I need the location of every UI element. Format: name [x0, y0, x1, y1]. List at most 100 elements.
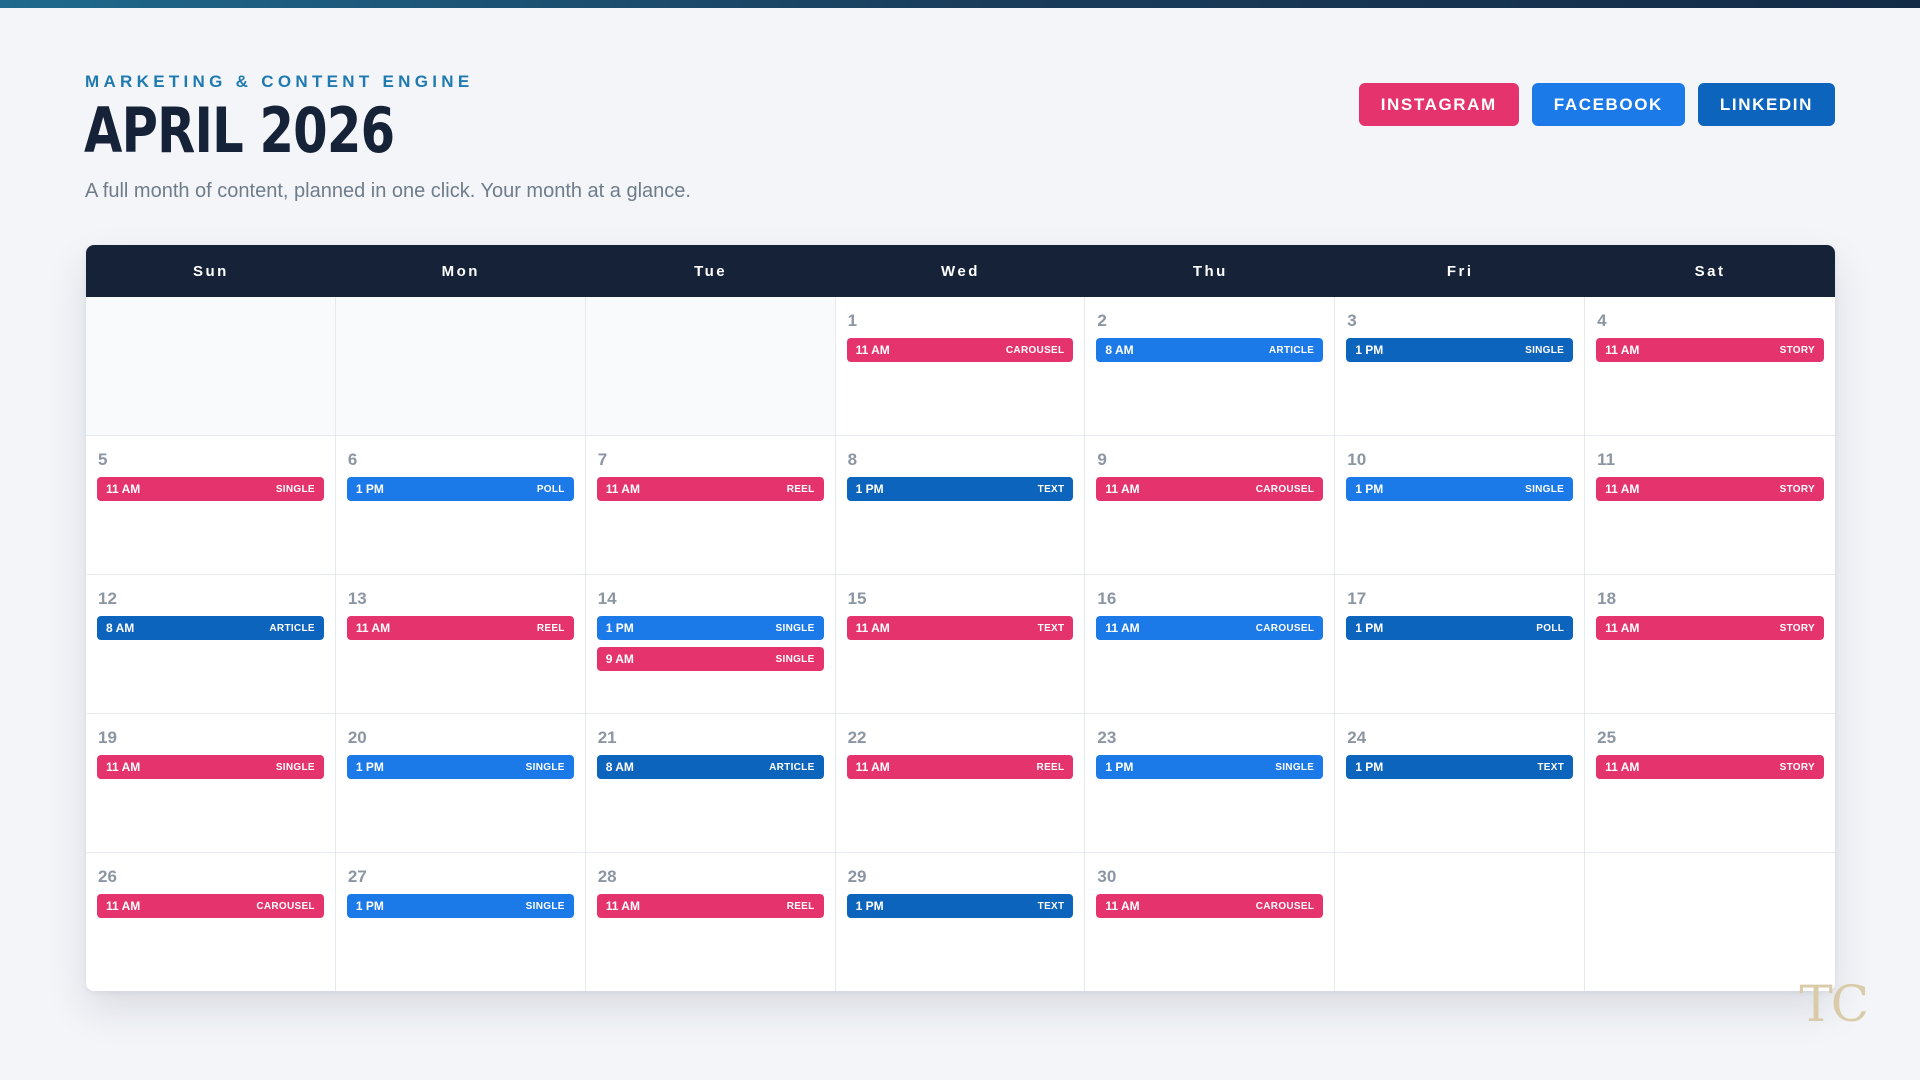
weekday-wed: Wed: [941, 262, 980, 280]
post-time: 1 PM: [1355, 621, 1384, 635]
day-cell[interactable]: 13 11 AM REEL: [335, 575, 586, 714]
day-cell[interactable]: 24 1 PM TEXT: [1335, 714, 1586, 853]
date-number: 6: [347, 450, 358, 469]
scheduled-post-instagram[interactable]: 11 AM CAROUSEL: [846, 338, 1074, 362]
date-number: 12: [98, 589, 117, 608]
scheduled-post-instagram[interactable]: 11 AM STORY: [1596, 477, 1824, 501]
day-cell[interactable]: 14 1 PM SINGLE 9 AM SINGLE: [585, 575, 836, 714]
day-cell[interactable]: 7 11 AM REEL: [585, 436, 836, 575]
post-type: SINGLE: [525, 761, 565, 773]
day-cell[interactable]: 23 1 PM SINGLE: [1085, 714, 1336, 853]
scheduled-post-instagram[interactable]: 11 AM REEL: [346, 616, 574, 640]
post-type: STORY: [1779, 622, 1815, 634]
facebook-button[interactable]: FACEBOOK: [1531, 83, 1685, 126]
scheduled-post-instagram[interactable]: 11 AM CAROUSEL: [1096, 477, 1324, 501]
post-time: 11 AM: [855, 343, 890, 357]
day-cell[interactable]: 2 8 AM ARTICLE: [1085, 297, 1336, 436]
empty-day-cell: [1585, 853, 1835, 991]
scheduled-post-facebook[interactable]: 1 PM SINGLE: [346, 755, 574, 779]
instagram-button[interactable]: INSTAGRAM: [1358, 83, 1519, 126]
post-type: REEL: [786, 483, 815, 495]
day-cell[interactable]: 4 11 AM STORY: [1585, 297, 1835, 436]
scheduled-post-linkedin[interactable]: 1 PM TEXT: [1346, 755, 1574, 779]
scheduled-post-instagram[interactable]: 11 AM REEL: [596, 477, 824, 501]
empty-day-cell: [335, 297, 586, 436]
post-type: TEXT: [1037, 622, 1065, 634]
day-cell[interactable]: 20 1 PM SINGLE: [335, 714, 586, 853]
date-number: 28: [597, 867, 617, 886]
date-number: 20: [347, 728, 367, 747]
scheduled-post-instagram[interactable]: 11 AM CAROUSEL: [97, 894, 324, 918]
day-cell[interactable]: 6 1 PM POLL: [335, 436, 586, 575]
day-cell[interactable]: 22 11 AM REEL: [835, 714, 1086, 853]
day-cell[interactable]: 3 1 PM SINGLE: [1335, 297, 1586, 436]
post-type: CAROUSEL: [1255, 483, 1315, 495]
scheduled-post-linkedin[interactable]: 1 PM TEXT: [846, 894, 1074, 918]
scheduled-post-instagram[interactable]: 11 AM STORY: [1596, 755, 1824, 779]
date-number: 30: [1097, 867, 1117, 886]
day-cell[interactable]: 27 1 PM SINGLE: [336, 853, 586, 991]
date-number: 21: [597, 728, 617, 747]
day-cell[interactable]: 28 11 AM REEL: [586, 853, 836, 991]
scheduled-post-instagram[interactable]: 11 AM REEL: [596, 894, 824, 918]
post-type: SINGLE: [275, 761, 315, 773]
day-cell[interactable]: 30 11 AM CAROUSEL: [1085, 853, 1336, 991]
scheduled-post-facebook[interactable]: 1 PM SINGLE: [596, 616, 824, 640]
day-cell[interactable]: 16 11 AM CAROUSEL: [1085, 575, 1336, 714]
day-cell[interactable]: 12 8 AM ARTICLE: [86, 575, 336, 714]
scheduled-post-instagram[interactable]: 11 AM CAROUSEL: [1096, 894, 1324, 918]
scheduled-post-instagram[interactable]: 11 AM REEL: [846, 755, 1074, 779]
empty-day-cell: [1335, 853, 1586, 991]
post-time: 1 PM: [1355, 482, 1384, 496]
weekday-mon: Mon: [441, 262, 480, 280]
day-cell[interactable]: 17 1 PM POLL: [1335, 575, 1586, 714]
date-number: 15: [847, 589, 867, 608]
post-time: 11 AM: [1605, 482, 1640, 496]
scheduled-post-linkedin[interactable]: 1 PM SINGLE: [1346, 338, 1574, 362]
day-cell[interactable]: 8 1 PM TEXT: [835, 436, 1086, 575]
scheduled-post-instagram[interactable]: 11 AM STORY: [1596, 338, 1824, 362]
post-type: ARTICLE: [269, 622, 315, 634]
brand-monogram: TC: [1799, 975, 1869, 1033]
scheduled-post-facebook[interactable]: 1 PM SINGLE: [1096, 755, 1324, 779]
scheduled-post-facebook[interactable]: 1 PM SINGLE: [1346, 477, 1574, 501]
scheduled-post-linkedin[interactable]: 1 PM TEXT: [846, 477, 1074, 501]
scheduled-post-linkedin[interactable]: 1 PM POLL: [1346, 616, 1574, 640]
date-number: 27: [347, 867, 367, 886]
empty-day-cell: [585, 297, 836, 436]
scheduled-post-instagram[interactable]: 11 AM STORY: [1596, 616, 1824, 640]
linkedin-button[interactable]: LINKEDIN: [1697, 83, 1835, 126]
day-cell[interactable]: 21 8 AM ARTICLE: [585, 714, 836, 853]
weekday-fri: Fri: [1446, 262, 1474, 280]
scheduled-post-facebook[interactable]: 1 PM POLL: [346, 477, 574, 501]
post-type: CAROUSEL: [1255, 622, 1315, 634]
day-cell[interactable]: 29 1 PM TEXT: [836, 853, 1086, 991]
date-number: 18: [1597, 589, 1617, 608]
weekday-thu: Thu: [1192, 262, 1228, 280]
day-cell[interactable]: 18 11 AM STORY: [1585, 575, 1835, 714]
post-type: CAROUSEL: [1005, 344, 1065, 356]
day-cell[interactable]: 11 11 AM STORY: [1585, 436, 1835, 575]
scheduled-post-linkedin[interactable]: 8 AM ARTICLE: [97, 616, 324, 640]
post-type: STORY: [1779, 761, 1815, 773]
scheduled-post-facebook[interactable]: 8 AM ARTICLE: [1096, 338, 1324, 362]
page-subtitle: A full month of content, planned in one …: [85, 180, 691, 202]
scheduled-post-instagram[interactable]: 9 AM SINGLE: [596, 647, 824, 671]
day-cell[interactable]: 15 11 AM TEXT: [835, 575, 1086, 714]
scheduled-post-instagram[interactable]: 11 AM SINGLE: [97, 755, 324, 779]
scheduled-post-facebook[interactable]: 11 AM CAROUSEL: [1096, 616, 1324, 640]
post-time: 8 AM: [106, 621, 135, 635]
day-cell[interactable]: 10 1 PM SINGLE: [1335, 436, 1586, 575]
day-cell[interactable]: 9 11 AM CAROUSEL: [1085, 436, 1336, 575]
scheduled-post-instagram[interactable]: 11 AM TEXT: [846, 616, 1074, 640]
day-cell[interactable]: 5 11 AM SINGLE: [86, 436, 336, 575]
day-cell[interactable]: 26 11 AM CAROUSEL: [86, 853, 336, 991]
day-cell[interactable]: 25 11 AM STORY: [1585, 714, 1835, 853]
day-cell[interactable]: 1 11 AM CAROUSEL: [835, 297, 1086, 436]
post-type: ARTICLE: [1268, 344, 1315, 356]
page-title: APRIL 2026: [84, 94, 395, 167]
scheduled-post-facebook[interactable]: 1 PM SINGLE: [346, 894, 574, 918]
scheduled-post-instagram[interactable]: 11 AM SINGLE: [97, 477, 324, 501]
day-cell[interactable]: 19 11 AM SINGLE: [86, 714, 336, 853]
scheduled-post-linkedin[interactable]: 8 AM ARTICLE: [596, 755, 824, 779]
